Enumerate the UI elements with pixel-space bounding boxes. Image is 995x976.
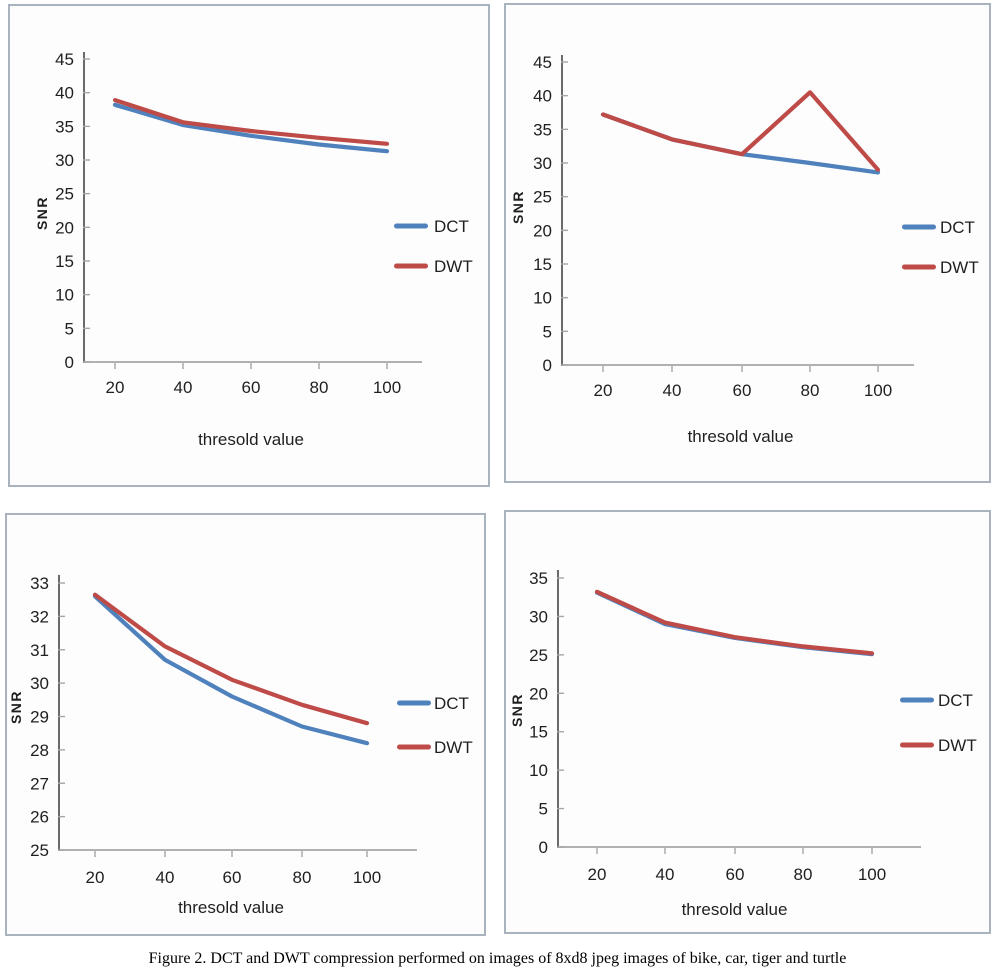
y-tick-label: 0 bbox=[543, 356, 552, 375]
legend-label-dct: DCT bbox=[940, 218, 975, 237]
y-tick-label: 40 bbox=[533, 87, 552, 106]
legend-swatch-dwt bbox=[900, 742, 934, 748]
y-tick-label: 30 bbox=[30, 674, 49, 693]
y-tick-label: 25 bbox=[529, 646, 548, 665]
legend-label-dwt: DWT bbox=[434, 738, 473, 757]
x-axis-title: thresold value bbox=[682, 900, 788, 919]
x-axis-title: thresold value bbox=[178, 898, 284, 917]
chart-panel-bottom-right: 0 5 10 15 20 25 30 35 20 40 60 80 100 thresold value S… bbox=[504, 510, 991, 934]
y-tick-label: 45 bbox=[533, 53, 552, 72]
y-tick-label: 5 bbox=[539, 800, 548, 819]
y-tick-label: 25 bbox=[55, 185, 74, 204]
x-tick-label: 60 bbox=[726, 865, 745, 884]
x-tick-label: 40 bbox=[656, 865, 675, 884]
y-tick-label: 15 bbox=[533, 255, 552, 274]
x-tick-label: 80 bbox=[293, 868, 312, 887]
series-line-dwt bbox=[112, 97, 390, 146]
legend-label-dwt: DWT bbox=[434, 257, 473, 276]
y-tick-label: 31 bbox=[30, 641, 49, 660]
series-line-dct bbox=[92, 594, 370, 746]
x-axis-title: thresold value bbox=[688, 427, 794, 446]
x-tick-label: 80 bbox=[310, 378, 329, 397]
y-tick-label: 35 bbox=[529, 569, 548, 588]
series-line-dct bbox=[594, 590, 875, 657]
y-axis-title: SNR bbox=[509, 693, 525, 727]
x-tick-label: 20 bbox=[594, 381, 613, 400]
chart-panel-top-left: 0 5 10 15 20 25 30 35 40 45 20 40 60 80 100 thresold va… bbox=[8, 4, 490, 487]
y-tick-label: 10 bbox=[529, 761, 548, 780]
y-axis-title: SNR bbox=[34, 196, 50, 230]
y-tick-label: 28 bbox=[30, 741, 49, 760]
legend-label-dct: DCT bbox=[434, 694, 469, 713]
series-line-dwt bbox=[92, 592, 370, 726]
x-tick-label: 100 bbox=[373, 378, 401, 397]
chart-panel-top-right: 0 5 10 15 20 25 30 35 40 45 20 40 60 80 100 thresold va… bbox=[504, 3, 991, 483]
legend-swatch-dct bbox=[394, 223, 428, 229]
legend-label-dct: DCT bbox=[434, 217, 469, 236]
series-line-dct bbox=[112, 102, 390, 154]
x-tick-label: 60 bbox=[223, 868, 242, 887]
x-tick-label: 100 bbox=[353, 868, 381, 887]
y-tick-label: 25 bbox=[30, 841, 49, 860]
y-tick-label: 35 bbox=[55, 117, 74, 136]
legend-swatch-dwt bbox=[394, 263, 428, 269]
legend-swatch-dct bbox=[902, 224, 936, 230]
y-tick-label: 30 bbox=[529, 607, 548, 626]
x-tick-label: 20 bbox=[106, 378, 125, 397]
y-axis-title: SNR bbox=[8, 690, 24, 724]
y-tick-label: 5 bbox=[543, 322, 552, 341]
series-line-dwt bbox=[600, 90, 881, 172]
legend-swatch-dct bbox=[397, 700, 431, 706]
y-tick-label: 0 bbox=[65, 353, 74, 372]
y-tick-label: 33 bbox=[30, 574, 49, 593]
y-tick-label: 20 bbox=[533, 221, 552, 240]
y-tick-label: 40 bbox=[55, 84, 74, 103]
legend-label-dwt: DWT bbox=[938, 736, 977, 755]
x-tick-label: 40 bbox=[174, 378, 193, 397]
x-tick-label: 20 bbox=[86, 868, 105, 887]
y-tick-label: 35 bbox=[533, 120, 552, 139]
x-tick-label: 100 bbox=[858, 865, 886, 884]
y-tick-label: 30 bbox=[533, 154, 552, 173]
y-tick-label: 20 bbox=[529, 684, 548, 703]
y-tick-label: 0 bbox=[539, 838, 548, 857]
x-tick-label: 40 bbox=[156, 868, 175, 887]
line-chart-bottom-left: 25 26 27 28 29 30 31 32 33 20 40 60 80 100 thresold va… bbox=[8, 574, 473, 917]
legend-swatch-dwt bbox=[397, 744, 431, 750]
x-tick-label: 100 bbox=[864, 381, 892, 400]
legend-label-dwt: DWT bbox=[940, 258, 979, 277]
y-tick-label: 26 bbox=[30, 808, 49, 827]
y-tick-label: 15 bbox=[529, 723, 548, 742]
y-tick-label: 29 bbox=[30, 708, 49, 727]
x-tick-label: 20 bbox=[588, 865, 607, 884]
y-tick-label: 30 bbox=[55, 151, 74, 170]
legend-label-dct: DCT bbox=[938, 691, 973, 710]
line-chart-top-right: 0 5 10 15 20 25 30 35 40 45 20 40 60 80 100 thresold va… bbox=[510, 53, 979, 446]
y-tick-label: 15 bbox=[55, 252, 74, 271]
y-tick-label: 27 bbox=[30, 774, 49, 793]
y-tick-label: 20 bbox=[55, 218, 74, 237]
chart-panel-bottom-left: 25 26 27 28 29 30 31 32 33 20 40 60 80 100 thresold va… bbox=[5, 513, 486, 936]
x-tick-label: 40 bbox=[663, 381, 682, 400]
y-tick-label: 25 bbox=[533, 188, 552, 207]
series-line-dwt bbox=[594, 589, 875, 656]
y-axis-title: SNR bbox=[510, 190, 526, 224]
x-axis-title: thresold value bbox=[198, 430, 304, 449]
line-chart-top-left: 0 5 10 15 20 25 30 35 40 45 20 40 60 80 100 thresold va… bbox=[34, 50, 473, 449]
legend-swatch-dct bbox=[900, 697, 934, 703]
figure-caption: Figure 2. DCT and DWT compression perfor… bbox=[148, 950, 847, 967]
y-tick-label: 10 bbox=[533, 289, 552, 308]
y-tick-label: 10 bbox=[55, 286, 74, 305]
y-tick-label: 32 bbox=[30, 607, 49, 626]
y-tick-label: 5 bbox=[65, 319, 74, 338]
line-chart-bottom-right: 0 5 10 15 20 25 30 35 20 40 60 80 100 thresold value S… bbox=[509, 569, 977, 919]
x-tick-label: 60 bbox=[242, 378, 261, 397]
legend-swatch-dwt bbox=[902, 264, 936, 270]
y-tick-label: 45 bbox=[55, 50, 74, 69]
x-tick-label: 80 bbox=[801, 381, 820, 400]
x-tick-label: 60 bbox=[733, 381, 752, 400]
x-tick-label: 80 bbox=[794, 865, 813, 884]
